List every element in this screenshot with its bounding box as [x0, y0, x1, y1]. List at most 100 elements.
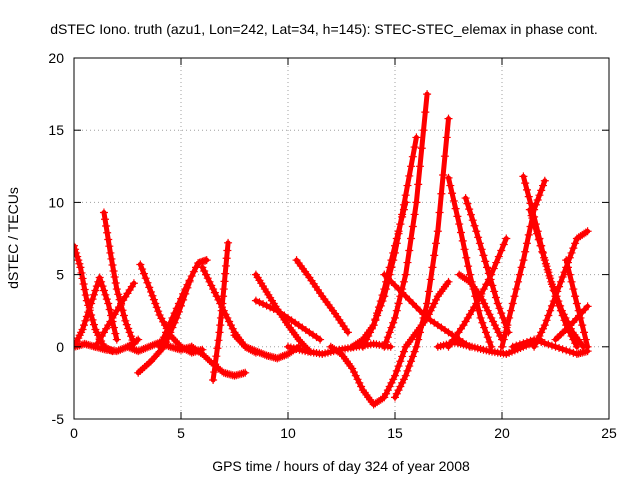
- data-point-marker: [505, 313, 514, 322]
- data-point-marker: [335, 348, 344, 357]
- data-point-marker: [351, 371, 360, 380]
- data-point-marker: [166, 318, 175, 327]
- series-24: [444, 173, 496, 351]
- data-point-marker: [478, 318, 487, 327]
- data-point-marker: [385, 263, 394, 272]
- data-point-marker: [184, 346, 193, 355]
- data-point-marker: [210, 368, 219, 377]
- data-point-marker: [453, 212, 462, 221]
- data-point-marker: [547, 301, 556, 310]
- data-point-marker: [412, 342, 421, 351]
- data-point-marker: [474, 294, 483, 303]
- data-point-marker: [399, 375, 408, 384]
- data-point-marker: [569, 348, 578, 357]
- data-point-marker: [569, 285, 578, 294]
- data-point-marker: [75, 259, 84, 268]
- data-point-marker: [181, 285, 190, 294]
- data-point-marker: [144, 342, 153, 351]
- data-point-marker: [474, 233, 483, 242]
- data-point-marker: [517, 263, 526, 272]
- data-point-marker: [209, 285, 218, 294]
- data-point-marker: [569, 244, 578, 253]
- data-point-marker: [109, 323, 118, 332]
- data-point-marker: [391, 371, 399, 380]
- data-point-marker: [203, 274, 212, 283]
- data-point-marker: [300, 341, 309, 350]
- data-point-marker: [150, 340, 159, 349]
- data-point-marker: [521, 247, 530, 256]
- data-point-marker: [490, 287, 499, 296]
- data-point-marker: [475, 239, 484, 248]
- data-point-marker: [572, 299, 581, 308]
- data-point-marker: [466, 210, 475, 219]
- data-point-marker: [251, 347, 260, 356]
- data-point-marker: [539, 324, 548, 333]
- data-point-marker: [235, 337, 244, 346]
- data-point-marker: [510, 292, 519, 301]
- chart-title: dSTEC Iono. truth (azu1, Lon=242, Lat=34…: [50, 21, 597, 37]
- data-point-marker: [391, 281, 399, 290]
- data-point-marker: [532, 229, 541, 238]
- data-point-marker: [581, 228, 590, 237]
- data-point-marker: [555, 344, 564, 353]
- data-point-marker: [373, 309, 382, 318]
- data-point-marker: [515, 270, 524, 279]
- data-point-marker: [503, 321, 512, 330]
- data-point-marker: [232, 333, 241, 342]
- data-point-marker: [224, 238, 233, 247]
- data-point-marker: [492, 258, 501, 267]
- data-point-marker: [108, 260, 117, 269]
- data-point-marker: [480, 323, 489, 332]
- data-point-marker: [141, 274, 150, 283]
- data-point-marker: [383, 333, 392, 342]
- data-point-marker: [407, 234, 416, 243]
- data-point-marker: [578, 321, 587, 330]
- data-point-marker: [519, 339, 528, 348]
- data-point-marker: [217, 306, 226, 315]
- data-point-marker: [426, 275, 435, 284]
- data-point-marker: [535, 331, 544, 340]
- data-point-marker: [118, 344, 127, 353]
- x-axis-label: GPS time / hours of day 324 of year 2008: [212, 458, 470, 474]
- data-point-marker: [119, 311, 128, 320]
- data-point-marker: [210, 288, 219, 297]
- data-point-marker: [137, 345, 146, 354]
- data-point-marker: [423, 90, 432, 99]
- data-point-marker: [538, 247, 547, 256]
- data-point-marker: [487, 313, 496, 322]
- data-point-marker: [183, 280, 192, 289]
- data-point-marker: [391, 313, 399, 322]
- data-point-marker: [539, 181, 548, 190]
- data-point-marker: [128, 344, 137, 353]
- data-point-marker: [403, 258, 412, 267]
- data-point-marker: [136, 260, 145, 269]
- data-point-marker: [442, 133, 451, 142]
- data-point-marker: [130, 345, 139, 354]
- data-point-marker: [551, 292, 560, 301]
- data-point-marker: [124, 324, 133, 333]
- y-tick-label: -5: [52, 411, 65, 427]
- data-point-marker: [540, 321, 549, 330]
- data-point-marker: [567, 248, 576, 257]
- data-point-marker: [74, 248, 81, 257]
- data-point-marker: [80, 285, 89, 294]
- data-point-marker: [440, 152, 449, 161]
- data-point-marker: [149, 295, 158, 304]
- data-point-marker: [221, 261, 230, 270]
- series-10: [198, 263, 260, 357]
- data-point-marker: [526, 199, 535, 208]
- data-point-marker: [485, 310, 494, 319]
- data-point-marker: [405, 171, 414, 180]
- data-point-marker: [202, 256, 211, 265]
- series-line: [349, 134, 419, 350]
- data-point-marker: [180, 344, 189, 353]
- data-point-marker: [428, 303, 437, 312]
- data-point-marker: [464, 276, 473, 285]
- data-point-marker: [101, 215, 110, 224]
- x-tick-label: 20: [494, 425, 510, 441]
- data-point-marker: [497, 309, 506, 318]
- data-point-marker: [138, 265, 147, 274]
- data-point-marker: [512, 285, 521, 294]
- data-point-marker: [225, 317, 234, 326]
- x-tick-label: 5: [177, 425, 185, 441]
